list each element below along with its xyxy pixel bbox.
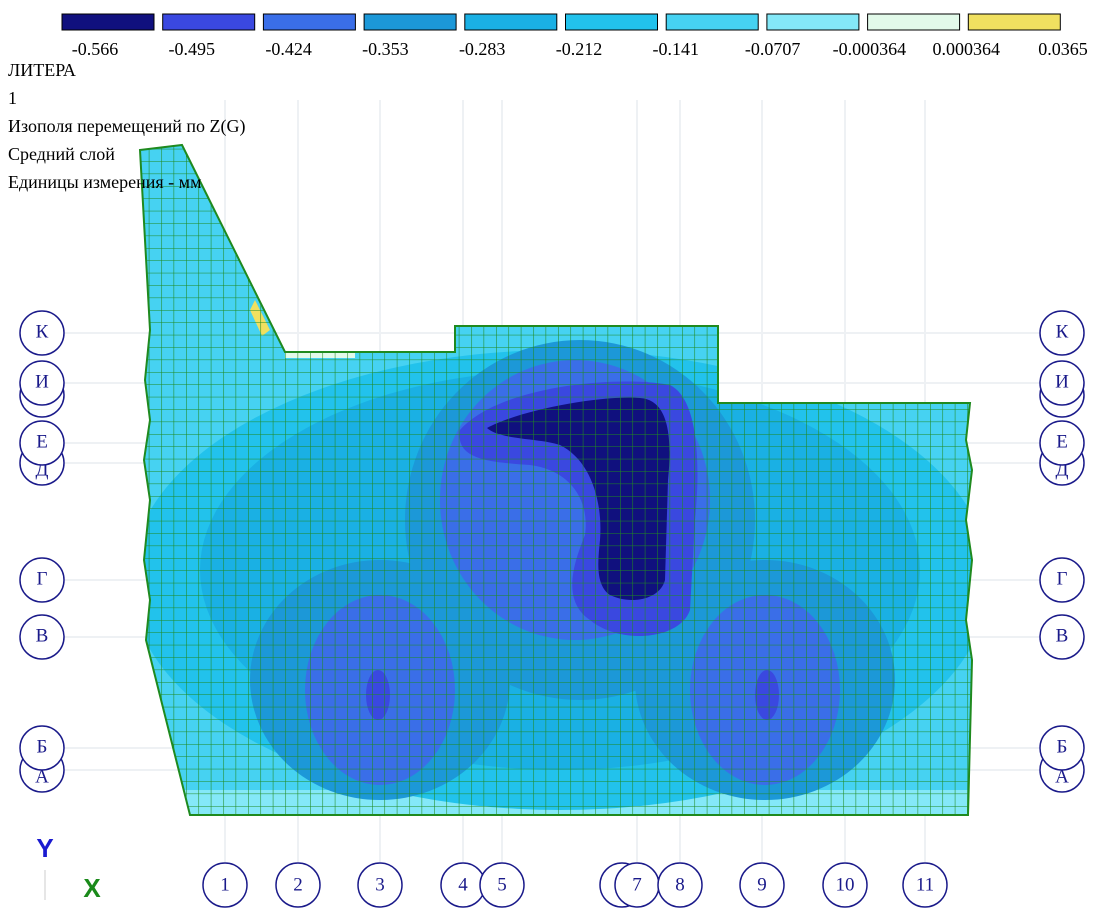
column-axis-label: 10 (836, 874, 855, 895)
legend-label: -0.566 (72, 39, 119, 59)
legend-swatch (364, 14, 456, 30)
screen: -0.566 -0.495 -0.424 -0.353 -0.283 -0.212 -0.1… (0, 0, 1098, 915)
legend-label: -0.000364 (833, 39, 907, 59)
row-axis-label: Е (36, 431, 48, 452)
row-axis-label: Б (1057, 736, 1068, 757)
column-axis-label: 8 (675, 874, 685, 895)
legend-swatch (968, 14, 1060, 30)
legend-swatch (767, 14, 859, 30)
column-axis-label: 7 (632, 874, 642, 895)
legend-label: -0.495 (169, 39, 216, 59)
column-axis-label: 9 (757, 874, 767, 895)
x-axis-label: X (83, 873, 101, 903)
row-axis-label: В (1056, 625, 1069, 646)
column-axis-label: 4 (458, 874, 468, 895)
row-axis-label: Г (37, 568, 48, 589)
mesh (0, 0, 1098, 915)
column-axis-label: 5 (497, 874, 507, 895)
column-axis-label: 11 (916, 874, 934, 895)
info-line: Единицы измерения - мм (8, 172, 201, 192)
column-axis-label: 2 (293, 874, 303, 895)
y-axis-label: Y (36, 833, 53, 863)
row-axis-label: Б (37, 736, 48, 757)
legend-swatch (566, 14, 658, 30)
legend-swatch (62, 14, 154, 30)
row-axis-label: Е (1056, 431, 1068, 452)
row-axis-label: К (1056, 321, 1069, 342)
legend-label: -0.141 (653, 39, 700, 59)
legend-swatch (465, 14, 557, 30)
legend-label: -0.212 (556, 39, 603, 59)
legend-label: 0.000364 (932, 39, 1000, 59)
info-line: ЛИТЕРА (8, 60, 76, 80)
row-axis-label: И (35, 371, 49, 392)
legend-label: -0.353 (362, 39, 409, 59)
legend-label: -0.424 (265, 39, 312, 59)
column-axis-label: 3 (375, 874, 385, 895)
legend-swatch (868, 14, 960, 30)
legend-label: -0.0707 (745, 39, 801, 59)
legend-swatch (666, 14, 758, 30)
row-axis-label: В (36, 625, 49, 646)
row-axis-label: И (1055, 371, 1069, 392)
legend: -0.566 -0.495 -0.424 -0.353 -0.283 -0.212 -0.1… (62, 14, 1088, 59)
row-axis-label: К (36, 321, 49, 342)
column-axis-label: 1 (220, 874, 230, 895)
info-line: 1 (8, 88, 17, 108)
row-axis-label: Г (1057, 568, 1068, 589)
legend-swatch (263, 14, 355, 30)
info-text: ЛИТЕРА 1 Изополя перемещений по Z(G) Средни… (8, 60, 246, 192)
legend-swatch (163, 14, 255, 30)
legend-label: 0.0365 (1038, 39, 1088, 59)
info-line: Средний слой (8, 144, 115, 164)
contour-plot (0, 0, 1098, 915)
legend-label: -0.283 (459, 39, 506, 59)
info-line: Изополя перемещений по Z(G) (8, 116, 246, 137)
